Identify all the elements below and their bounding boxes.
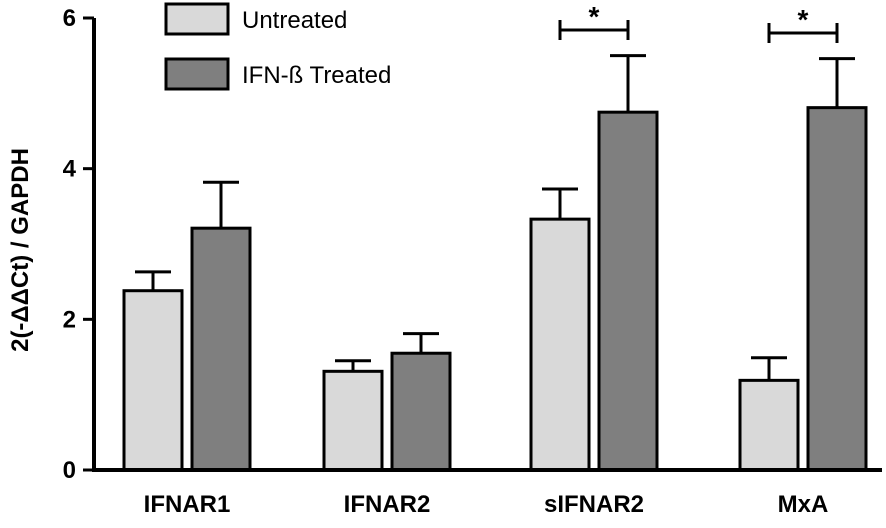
legend-label-untreated: Untreated: [242, 7, 347, 34]
bar-mxa-ifn-treated: [806, 106, 868, 472]
bar-sifnar2-untreated: [529, 217, 591, 472]
x-tick-labels: IFNAR1 IFNAR2 sIFNAR2 MxA: [144, 491, 829, 518]
x-tick-label-ifnar2: IFNAR2: [344, 491, 431, 518]
error-bar-sifnar2-ifn-treated: [610, 54, 646, 113]
x-tick-label-sifnar2: sIFNAR2: [544, 491, 644, 518]
error-bar-mxa-untreated: [751, 356, 787, 381]
bar-mxa-untreated: [738, 378, 800, 472]
error-bar-ifnar2-ifn-treated: [403, 332, 439, 354]
legend-label-ifn-treated: IFN-ß Treated: [242, 62, 391, 89]
bar-sifnar2-ifn-treated: [597, 110, 659, 472]
legend-swatch-untreated: [164, 2, 230, 36]
legend-swatch-ifn-treated: [164, 57, 230, 91]
y-tick-label-6: 6: [63, 5, 76, 32]
significance-sifnar2: *: [558, 1, 630, 40]
legend-item-untreated: Untreated: [164, 2, 347, 36]
bar-ifnar1-untreated: [122, 289, 184, 472]
x-tick-label-mxa: MxA: [778, 491, 829, 518]
significance-star-sifnar2: *: [589, 1, 600, 32]
error-bars-layer: [135, 54, 855, 381]
y-ticks: 0 2 4 6: [63, 5, 94, 484]
bar-ifnar2-untreated: [322, 369, 384, 472]
error-bar-ifnar1-ifn-treated: [203, 180, 239, 229]
significance-star-mxa: *: [798, 4, 809, 35]
bar-ifnar1-ifn-treated: [190, 226, 252, 472]
bars-layer: [122, 106, 868, 472]
y-tick-label-4: 4: [63, 156, 77, 183]
legend-item-ifn-treated: IFN-ß Treated: [164, 57, 391, 91]
significance-layer: * *: [558, 1, 839, 43]
y-tick-label-2: 2: [63, 306, 76, 333]
error-bar-ifnar2-untreated: [335, 359, 371, 372]
legend: Untreated IFN-ß Treated: [164, 2, 391, 91]
error-bar-ifnar1-untreated: [135, 270, 171, 291]
bar-ifnar2-ifn-treated: [390, 351, 452, 472]
y-tick-label-0: 0: [63, 457, 76, 484]
y-axis-title: 2(-ΔΔCt) / GAPDH: [7, 148, 34, 352]
significance-mxa: *: [767, 4, 839, 43]
error-bar-mxa-ifn-treated: [819, 57, 855, 108]
x-tick-label-ifnar1: IFNAR1: [144, 491, 231, 518]
error-bar-sifnar2-untreated: [542, 187, 578, 220]
